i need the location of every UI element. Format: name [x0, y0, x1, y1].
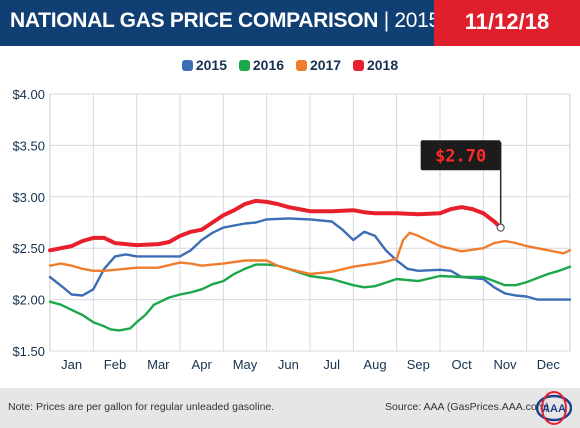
aaa-logo-text: AAA — [542, 403, 566, 415]
y-tick-label: $2.50 — [12, 241, 45, 256]
source-note: Source: AAA (GasPrices.AAA.com) — [385, 401, 549, 413]
legend-swatch-2016 — [238, 60, 250, 71]
y-tick-label: $3.50 — [12, 138, 45, 153]
legend-item-2015: 2015 — [181, 57, 227, 73]
annotation-price-label: $2.70 — [435, 146, 486, 166]
y-tick-label: $3.00 — [12, 190, 45, 205]
legend-label-2017: 2017 — [309, 57, 342, 73]
aaa-logo: AAA — [536, 391, 572, 425]
series-line-2016 — [48, 263, 572, 332]
chart-title-main: NATIONAL GAS PRICE COMPARISON — [10, 9, 379, 32]
legend-item-2017: 2017 — [295, 57, 342, 73]
x-tick-label: Dec — [537, 357, 561, 372]
footnote: Note: Prices are per gallon for regular … — [8, 401, 275, 413]
legend-swatch-2015 — [181, 60, 193, 71]
x-tick-label: Oct — [452, 357, 473, 372]
x-tick-label: Jan — [61, 357, 82, 372]
annotation-flag — [420, 140, 501, 171]
x-tick-label: Apr — [192, 357, 213, 372]
legend-label-2016: 2016 — [252, 57, 285, 73]
x-tick-label: Nov — [493, 357, 517, 372]
legend-label-2018: 2018 — [366, 57, 399, 73]
y-tick-label: $2.00 — [12, 293, 45, 308]
x-tick-label: Jul — [323, 357, 340, 372]
date-label: 11/12/18 — [464, 9, 550, 34]
x-tick-label: Jun — [278, 357, 299, 372]
legend: 2015 2016 2017 2018 — [0, 57, 580, 73]
header: NATIONAL GAS PRICE COMPARISON | 2015-201… — [0, 0, 580, 46]
series-line-2017 — [48, 231, 572, 276]
y-tick-label: $1.50 — [12, 344, 45, 359]
footer: Note: Prices are per gallon for regular … — [0, 388, 580, 428]
legend-item-2016: 2016 — [238, 57, 285, 73]
x-tick-label: Aug — [363, 357, 386, 372]
chart-title: NATIONAL GAS PRICE COMPARISON | 2015-201… — [10, 9, 492, 33]
header-title-bar: NATIONAL GAS PRICE COMPARISON | 2015-201… — [0, 0, 492, 46]
x-tick-label: Sep — [407, 357, 430, 372]
annotation-marker — [496, 223, 505, 232]
line-chart: $4.00 $3.50 $3.00 $2.50 $2.00 $1.50 Jan Feb Mar A… — [12, 87, 572, 372]
y-tick-label: $4.00 — [12, 87, 45, 102]
series-line-2015 — [48, 217, 572, 301]
x-tick-label: Feb — [104, 357, 126, 372]
series-line-2018 — [48, 198, 503, 253]
header-date-bar: 11/12/18 — [434, 0, 580, 46]
legend-swatch-2018 — [352, 60, 364, 71]
legend-label-2015: 2015 — [195, 57, 227, 73]
legend-item-2018: 2018 — [352, 57, 399, 73]
x-tick-label: May — [233, 357, 258, 372]
legend-swatch-2017 — [295, 60, 307, 71]
x-tick-label: Mar — [147, 357, 170, 372]
